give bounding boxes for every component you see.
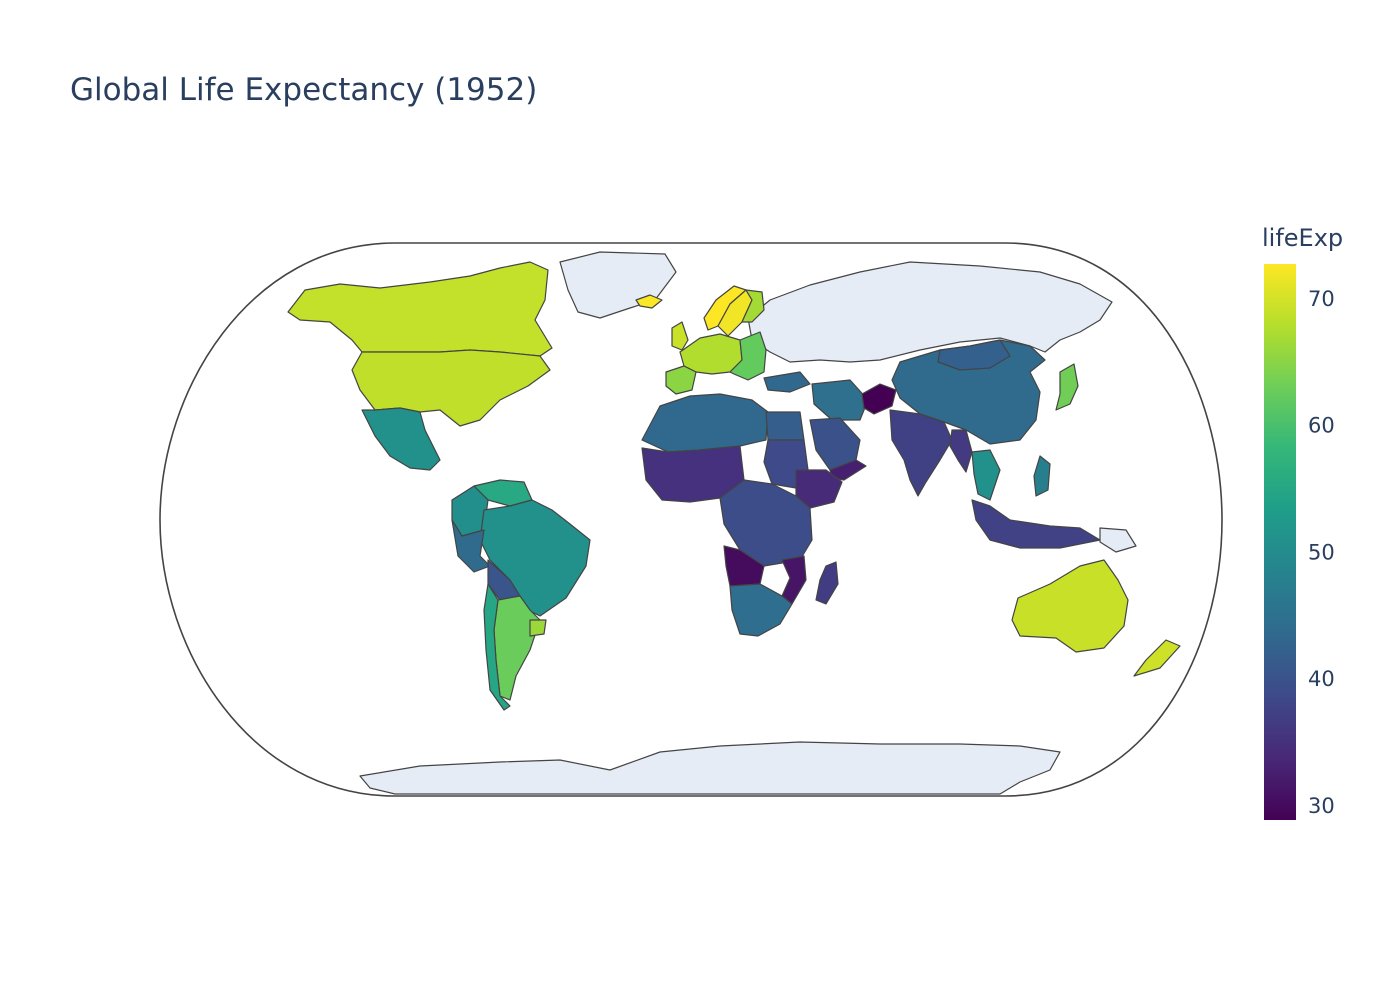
region-japan[interactable] (1055, 363, 1079, 411)
region-united-kingdom[interactable] (671, 321, 689, 351)
colorbar-ticks: 30 40 50 60 70 (1308, 287, 1335, 818)
region-antarctica[interactable] (359, 741, 1061, 795)
colorbar-tick-label: 40 (1308, 667, 1335, 691)
colorbar-tick-label: 50 (1308, 540, 1335, 564)
region-iran[interactable] (811, 379, 869, 421)
region-southern-africa[interactable] (729, 583, 793, 637)
region-russia[interactable] (747, 261, 1113, 363)
map-regions (287, 251, 1181, 795)
region-turkey[interactable] (763, 371, 811, 393)
region-mexico[interactable] (361, 407, 441, 471)
colorbar-tick-label: 70 (1308, 287, 1335, 311)
region-finland[interactable] (741, 289, 765, 323)
region-central-africa[interactable] (719, 479, 813, 567)
region-myanmar[interactable] (949, 429, 973, 473)
region-egypt[interactable] (765, 411, 805, 441)
region-uruguay[interactable] (529, 619, 547, 637)
region-iceland[interactable] (635, 294, 663, 309)
region-india[interactable] (889, 409, 953, 497)
colorbar: lifeExp 30 40 50 60 70 (1262, 224, 1343, 820)
chart-title: Global Life Expectancy (1952) (70, 72, 537, 108)
region-united-states[interactable] (351, 349, 551, 427)
region-eastern-europe[interactable] (729, 331, 767, 381)
colorbar-gradient (1264, 264, 1296, 820)
region-new-zealand[interactable] (1133, 639, 1181, 677)
region-afghanistan[interactable] (861, 383, 897, 415)
region-mongolia[interactable] (937, 339, 1011, 371)
region-madagascar[interactable] (815, 561, 839, 605)
region-brazil[interactable] (479, 499, 591, 617)
colorbar-tick-label: 60 (1308, 414, 1335, 438)
region-peru[interactable] (451, 519, 491, 573)
region-papua-new-guinea[interactable] (1099, 527, 1137, 553)
region-australia[interactable] (1011, 559, 1129, 653)
region-philippines[interactable] (1033, 455, 1051, 497)
region-chile[interactable] (483, 583, 511, 711)
region-thailand[interactable] (971, 449, 1001, 501)
region-spain[interactable] (665, 365, 697, 395)
colorbar-title: lifeExp (1262, 224, 1343, 252)
region-canada[interactable] (287, 261, 553, 357)
colorbar-tick-label: 30 (1308, 794, 1335, 818)
